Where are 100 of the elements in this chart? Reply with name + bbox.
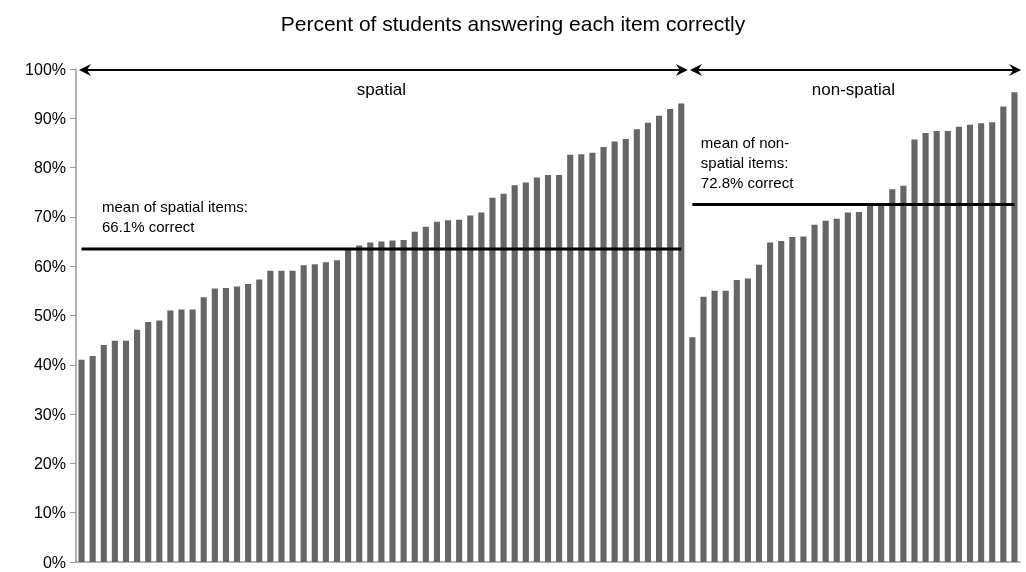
bar xyxy=(456,219,463,562)
bar xyxy=(278,270,285,562)
bar xyxy=(689,337,696,562)
bar xyxy=(467,215,474,562)
bar xyxy=(944,131,951,562)
bar xyxy=(433,221,440,562)
bar xyxy=(933,131,940,562)
bar xyxy=(233,286,241,562)
annotation: spatial xyxy=(356,80,406,99)
bar xyxy=(134,329,141,562)
bar xyxy=(878,204,885,562)
bar xyxy=(978,123,985,562)
bar xyxy=(544,175,552,562)
bar xyxy=(89,355,96,562)
bar xyxy=(189,309,196,562)
bar xyxy=(800,236,807,562)
bar xyxy=(245,283,252,562)
bar xyxy=(367,242,374,562)
bar xyxy=(811,224,818,562)
bar xyxy=(111,340,118,562)
bar xyxy=(533,177,540,562)
bar xyxy=(289,270,296,562)
bar xyxy=(478,212,485,562)
annotation: non-spatial xyxy=(811,80,895,99)
bar xyxy=(256,279,263,562)
bar xyxy=(900,185,907,562)
y-tick-label: 100% xyxy=(25,60,66,78)
bar xyxy=(422,226,429,562)
bar xyxy=(378,241,385,562)
bar xyxy=(733,280,740,562)
bar xyxy=(511,185,518,562)
bar xyxy=(122,340,130,562)
bar xyxy=(867,204,874,562)
bar xyxy=(211,288,218,562)
bar xyxy=(822,220,829,562)
bar xyxy=(667,108,674,562)
y-tick-label: 90% xyxy=(33,109,66,127)
bar xyxy=(267,270,274,562)
y-tick-label: 40% xyxy=(33,356,66,374)
bar xyxy=(1000,106,1007,562)
y-tick-label: 10% xyxy=(33,504,66,522)
bar xyxy=(844,212,851,562)
bar xyxy=(767,242,774,562)
bar xyxy=(789,237,796,562)
bar xyxy=(400,240,407,562)
bar xyxy=(322,262,329,562)
bar xyxy=(444,220,452,562)
y-tick-label: 80% xyxy=(33,159,66,177)
bar xyxy=(556,175,563,562)
bar xyxy=(389,240,396,562)
bar xyxy=(611,141,618,562)
bar xyxy=(333,260,341,562)
y-tick-label: 0% xyxy=(42,553,66,571)
bar xyxy=(489,197,496,562)
bar xyxy=(167,310,174,562)
bar xyxy=(833,218,840,562)
bar xyxy=(522,182,529,562)
y-tick-label: 30% xyxy=(33,405,66,423)
y-tick-label: 60% xyxy=(33,257,66,275)
bar xyxy=(145,321,152,562)
bar xyxy=(911,139,918,562)
bar xyxy=(178,309,185,562)
bar xyxy=(656,115,663,562)
bar xyxy=(966,124,974,562)
bar xyxy=(222,287,229,562)
bar xyxy=(100,345,107,562)
bar xyxy=(1011,92,1018,562)
bar xyxy=(989,122,996,562)
bar xyxy=(711,290,718,562)
bar xyxy=(345,249,352,562)
bar xyxy=(156,320,163,562)
bar xyxy=(855,211,863,562)
bar xyxy=(578,154,585,562)
bar xyxy=(700,296,707,562)
bar xyxy=(589,152,596,562)
bar xyxy=(567,154,574,562)
bar xyxy=(744,278,751,562)
y-tick-label: 50% xyxy=(33,307,66,324)
chart-title: Percent of students answering each item correctly xyxy=(280,12,746,35)
bar xyxy=(600,146,607,562)
bar xyxy=(300,265,307,562)
bar xyxy=(778,241,785,562)
bar xyxy=(622,139,629,562)
bar xyxy=(722,290,729,562)
bar xyxy=(78,359,85,562)
y-tick-label: 20% xyxy=(33,454,66,472)
bar xyxy=(922,133,929,562)
bar xyxy=(500,193,507,562)
bar xyxy=(678,103,685,562)
bar xyxy=(644,122,652,562)
bar xyxy=(755,264,763,562)
bar xyxy=(311,264,318,562)
bar xyxy=(889,189,896,562)
bar xyxy=(411,231,418,562)
y-tick-label: 70% xyxy=(33,208,66,226)
bar xyxy=(200,297,207,562)
annotation: mean of spatial items: 66.1% correct xyxy=(102,198,248,236)
bar xyxy=(356,245,363,562)
bar xyxy=(633,129,640,562)
bar xyxy=(955,126,962,562)
